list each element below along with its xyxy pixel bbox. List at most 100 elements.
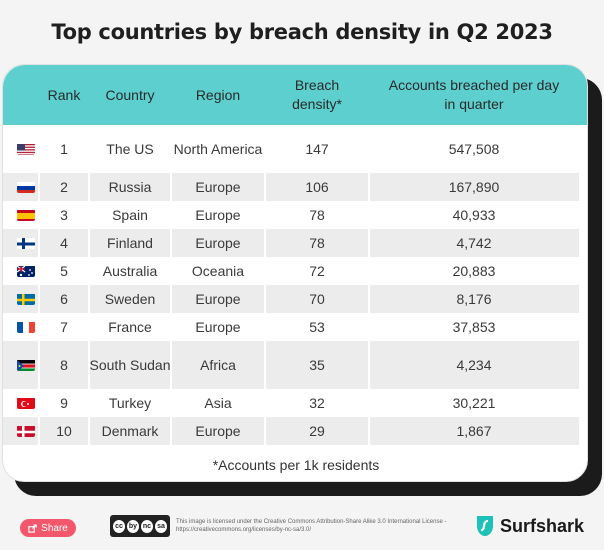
cell-region: Africa [200, 356, 236, 373]
cell-rank: 6 [60, 290, 68, 307]
column-separator [368, 229, 370, 257]
row-background [3, 285, 579, 313]
col-rank-header: Rank [47, 86, 81, 103]
column-separator [368, 257, 370, 285]
by-icon: by [127, 519, 139, 533]
turkey-flag-icon [17, 397, 35, 409]
column-separator [88, 285, 90, 313]
cell-region: Europe [195, 234, 241, 251]
license-text: This image is licensed under the Creativ… [176, 519, 447, 533]
cell-rank: 4 [60, 234, 68, 251]
column-separator [38, 313, 40, 341]
cell-region: Europe [195, 178, 241, 195]
cell-accounts: 4,742 [456, 234, 492, 251]
column-separator [368, 285, 370, 313]
column-separator [368, 341, 370, 389]
column-separator [88, 341, 90, 389]
cell-density: 78 [309, 206, 325, 223]
cell-accounts: 37,853 [452, 318, 496, 335]
row-background [3, 229, 579, 257]
table-row: 2 Russia Europe 106 167,890 [3, 173, 587, 201]
sweden-flag-icon [17, 293, 35, 305]
table-row: 1 The US North America 147 547,508 [3, 125, 587, 173]
cell-region: Europe [195, 318, 241, 335]
cell-country: Sweden [104, 290, 156, 307]
column-separator [264, 201, 266, 229]
column-separator [264, 285, 266, 313]
column-separator [88, 417, 90, 445]
cell-accounts: 167,890 [448, 178, 500, 195]
cell-country: Turkey [108, 394, 152, 411]
column-separator [38, 285, 40, 313]
column-separator [38, 173, 40, 201]
row-background [3, 417, 579, 445]
column-separator [170, 257, 172, 285]
table-row: 10 Denmark Europe 29 1,867 [3, 417, 587, 445]
column-separator [368, 417, 370, 445]
column-separator [170, 341, 172, 389]
column-separator [368, 173, 370, 201]
cell-country: Russia [108, 178, 152, 195]
column-separator [38, 389, 40, 417]
table-row: 4 Finland Europe 78 4,742 [3, 229, 587, 257]
column-separator [264, 313, 266, 341]
sa-icon: sa [155, 519, 167, 533]
cell-region: North America [173, 140, 263, 157]
table-row: 8 South Sudan Africa 35 4,234 [3, 341, 587, 389]
row-background [3, 173, 579, 201]
share-icon [28, 523, 37, 533]
cell-rank: 1 [60, 140, 68, 157]
column-separator [38, 417, 40, 445]
surfshark-logo-icon [477, 516, 493, 536]
column-separator [170, 173, 172, 201]
cell-accounts: 20,883 [452, 262, 496, 279]
cell-country: The US [106, 140, 154, 157]
column-separator [170, 313, 172, 341]
cell-rank: 10 [56, 422, 72, 439]
cell-density: 72 [309, 262, 325, 279]
column-separator [88, 257, 90, 285]
row-background [3, 257, 579, 285]
row-background [3, 389, 579, 417]
column-separator [88, 201, 90, 229]
footnote: *Accounts per 1k residents [212, 457, 380, 473]
cell-density: 32 [309, 394, 325, 411]
column-separator [88, 173, 90, 201]
nc-icon: nc [141, 519, 153, 533]
cell-accounts: 547,508 [448, 140, 500, 157]
col-density-header: Breach density* [292, 77, 342, 112]
table-row: 3 Spain Europe 78 40,933 [3, 201, 587, 229]
share-label: Share [41, 522, 68, 534]
column-separator [88, 313, 90, 341]
table-header: Rank Country Region Breach density* Acco… [3, 65, 587, 125]
cell-density: 35 [309, 356, 325, 373]
cell-country: South Sudan [89, 356, 171, 373]
cell-region: Oceania [191, 262, 245, 279]
cell-rank: 8 [60, 356, 68, 373]
col-region-header: Region [195, 86, 241, 103]
denmark-flag-icon [17, 425, 35, 437]
cell-country: Australia [102, 262, 158, 279]
column-separator [170, 417, 172, 445]
table-row: 9 Turkey Asia 32 30,221 [3, 389, 587, 417]
column-separator [38, 257, 40, 285]
brand-logo: Surfshark [474, 512, 584, 540]
column-separator [38, 125, 40, 173]
cell-density: 53 [309, 318, 325, 335]
column-separator [170, 389, 172, 417]
cell-density: 147 [305, 140, 329, 157]
cell-country: Spain [112, 206, 148, 223]
column-separator [264, 229, 266, 257]
cc-icon: cc [113, 519, 125, 533]
cell-density: 29 [309, 422, 325, 439]
row-background [3, 125, 579, 173]
south-sudan-flag-icon [17, 359, 35, 371]
column-separator [170, 125, 172, 173]
col-accounts-header: Accounts breached per day in quarter [388, 77, 560, 112]
cell-country: Denmark [101, 422, 159, 439]
breach-table: Rank Country Region Breach density* Acco… [2, 64, 588, 482]
column-separator [264, 125, 266, 173]
us-flag-icon [17, 143, 35, 155]
cc-license-badge[interactable]: cc by nc sa [110, 515, 170, 537]
share-button[interactable]: Share [20, 519, 76, 537]
